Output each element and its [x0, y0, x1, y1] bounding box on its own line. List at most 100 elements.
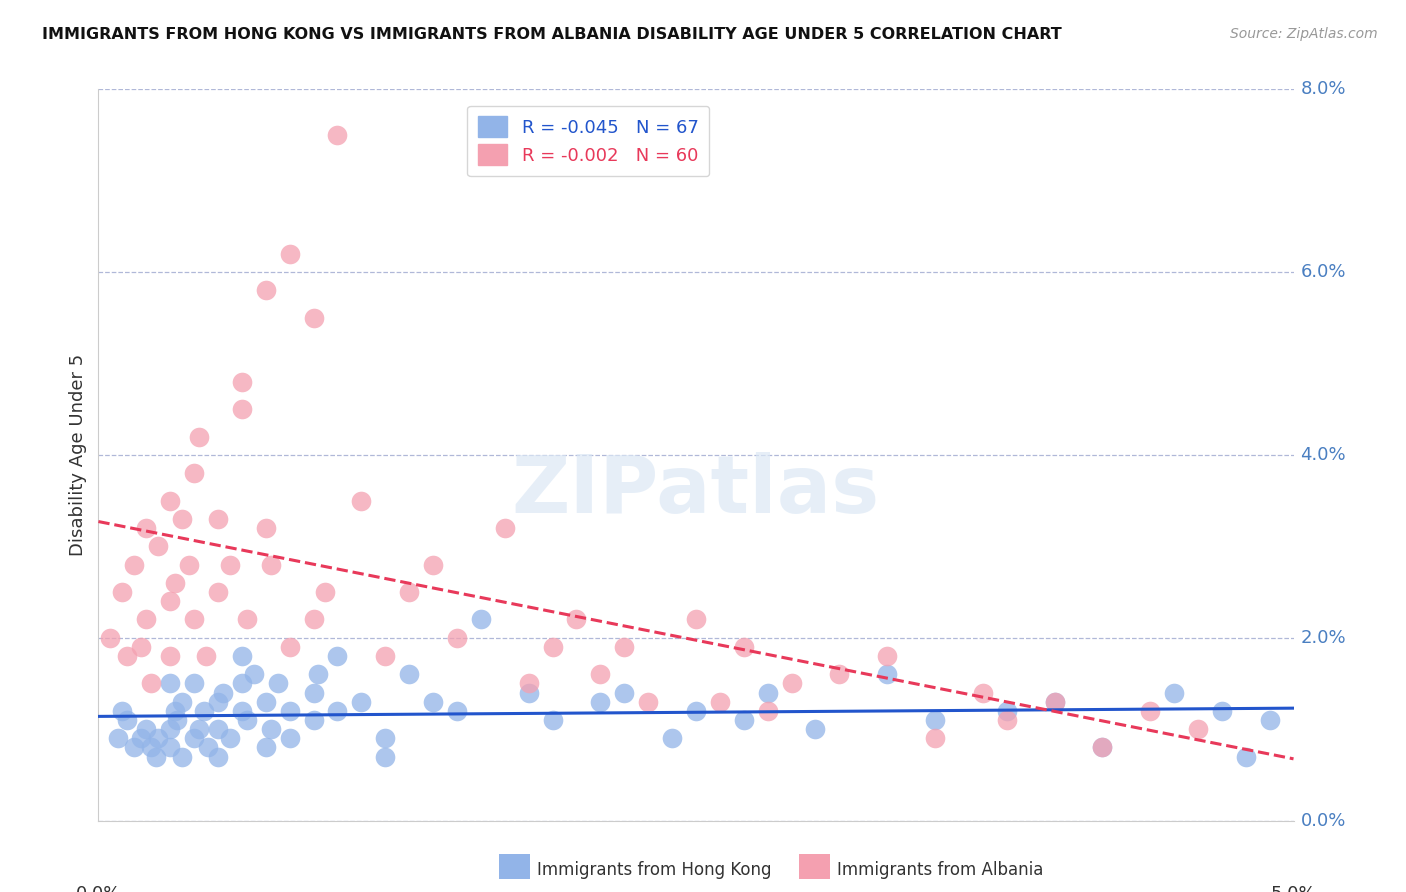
Point [995, 704, 1018, 718]
Point [541, 713, 564, 727]
Point [163, 704, 186, 718]
Point [565, 613, 588, 627]
Point [115, 649, 138, 664]
Point [135, 613, 157, 627]
Point [243, 667, 266, 681]
Point [111, 585, 134, 599]
Point [131, 731, 153, 746]
Point [159, 676, 181, 690]
Point [374, 649, 396, 664]
Point [107, 731, 129, 746]
Point [589, 667, 612, 681]
Point [517, 685, 540, 699]
Point [709, 695, 731, 709]
Point [231, 649, 253, 664]
Point [613, 685, 636, 699]
Point [159, 594, 181, 608]
Point [159, 493, 181, 508]
Point [972, 685, 994, 699]
Point [374, 731, 396, 746]
Point [183, 613, 205, 627]
Text: IMMIGRANTS FROM HONG KONG VS IMMIGRANTS FROM ALBANIA DISABILITY AGE UNDER 5 CORR: IMMIGRANTS FROM HONG KONG VS IMMIGRANTS … [42, 27, 1062, 42]
Point [278, 731, 301, 746]
Point [637, 695, 659, 709]
Text: Source: ZipAtlas.com: Source: ZipAtlas.com [1230, 27, 1378, 41]
Point [756, 685, 779, 699]
Point [302, 713, 325, 727]
Point [254, 521, 277, 535]
Point [1091, 740, 1114, 755]
Point [541, 640, 564, 654]
Point [1043, 695, 1066, 709]
Point [231, 704, 253, 718]
Point [254, 284, 277, 298]
Point [259, 558, 281, 572]
Point [166, 713, 188, 727]
Point [183, 466, 205, 480]
Point [207, 585, 229, 599]
Point [780, 676, 803, 690]
Point [350, 695, 373, 709]
Point [398, 585, 420, 599]
Point [159, 740, 181, 755]
Point [139, 676, 162, 690]
Point [278, 246, 301, 260]
Point [398, 667, 420, 681]
Point [135, 521, 157, 535]
Point [876, 667, 898, 681]
Point [124, 740, 146, 755]
Point [197, 740, 219, 755]
Point [1043, 695, 1066, 709]
Point [1091, 740, 1114, 755]
Point [733, 640, 755, 654]
Point [231, 375, 253, 389]
Text: 8.0%: 8.0% [1301, 80, 1346, 98]
Point [302, 310, 325, 325]
Point [350, 493, 373, 508]
Point [876, 649, 898, 664]
Point [231, 676, 253, 690]
Point [207, 695, 229, 709]
Point [828, 667, 851, 681]
Point [613, 640, 636, 654]
Point [159, 723, 181, 737]
Point [254, 740, 277, 755]
Point [1187, 723, 1209, 737]
Point [172, 512, 194, 526]
Point [179, 558, 201, 572]
Point [259, 723, 281, 737]
Point [124, 558, 146, 572]
Point [194, 649, 218, 664]
Point [517, 676, 540, 690]
Point [207, 749, 229, 764]
Point [924, 731, 946, 746]
Point [278, 640, 301, 654]
Point [98, 631, 122, 645]
Point [207, 723, 229, 737]
Point [172, 749, 194, 764]
Point [685, 704, 707, 718]
Point [231, 402, 253, 417]
Text: Immigrants from Albania: Immigrants from Albania [837, 861, 1043, 879]
Point [302, 685, 325, 699]
Point [315, 585, 337, 599]
Point [219, 558, 242, 572]
Point [995, 713, 1018, 727]
Text: Immigrants from Hong Kong: Immigrants from Hong Kong [537, 861, 772, 879]
Point [278, 704, 301, 718]
Point [148, 539, 170, 553]
Point [131, 640, 153, 654]
Point [148, 731, 170, 746]
Point [135, 723, 157, 737]
Point [1211, 704, 1233, 718]
Point [187, 429, 209, 443]
Point [422, 695, 444, 709]
Point [211, 685, 233, 699]
Y-axis label: Disability Age Under 5: Disability Age Under 5 [69, 354, 87, 556]
Text: 2.0%: 2.0% [1301, 629, 1346, 647]
Point [302, 613, 325, 627]
Point [374, 749, 396, 764]
Point [172, 695, 194, 709]
Point [685, 613, 707, 627]
Point [1234, 749, 1257, 764]
